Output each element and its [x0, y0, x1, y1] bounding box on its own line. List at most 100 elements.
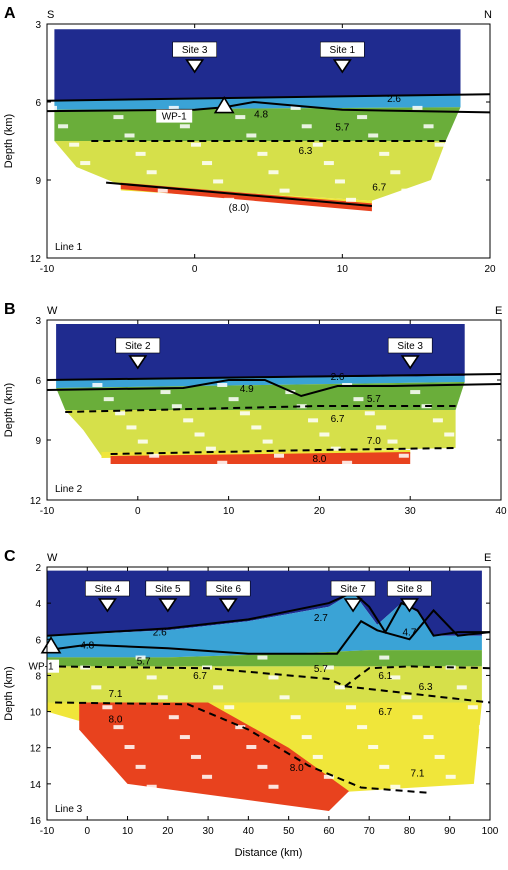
- coverage-gap: [146, 784, 157, 789]
- coverage-gap: [323, 665, 334, 670]
- coverage-gap: [126, 425, 137, 430]
- y-tick-label: 10: [30, 708, 42, 719]
- coverage-gap: [202, 774, 213, 779]
- coverage-gap: [423, 225, 434, 230]
- coverage-gap: [357, 216, 368, 221]
- site-marker-icon: [128, 355, 148, 370]
- coverage-gap: [135, 655, 146, 660]
- coverage-gap: [268, 675, 279, 680]
- coverage-gap: [478, 216, 489, 221]
- y-tick-label: 8: [35, 671, 41, 682]
- site-marker-icon: [158, 598, 178, 613]
- y-tick-label: 6: [35, 635, 41, 646]
- velocity-model: [47, 324, 501, 479]
- coverage-gap: [80, 161, 91, 166]
- coverage-gap: [92, 460, 103, 465]
- velocity-label: 6.1: [378, 671, 392, 682]
- coverage-gap: [168, 207, 179, 212]
- y-tick-label: 12: [30, 254, 42, 265]
- site-marker-icon: [400, 355, 420, 370]
- coverage-gap: [285, 467, 296, 472]
- coverage-gap: [301, 225, 312, 230]
- coverage-gap: [390, 675, 401, 680]
- coverage-gap: [432, 418, 443, 423]
- line-label: Line 2: [55, 484, 83, 495]
- velocity-label: (8.0): [229, 203, 250, 214]
- coverage-gap: [478, 725, 489, 730]
- coverage-gap: [412, 105, 423, 110]
- coverage-gap: [171, 404, 182, 409]
- x-tick-label: 40: [495, 506, 507, 517]
- site-marker-icon: [218, 598, 238, 613]
- coverage-gap: [376, 425, 387, 430]
- y-tick-label: 12: [30, 496, 42, 507]
- velocity-label: 2.6: [387, 94, 401, 105]
- layer-boundary: [47, 373, 501, 381]
- site-marker-icon: [185, 59, 205, 74]
- wp-label-box: [23, 659, 60, 673]
- coverage-gap: [412, 715, 423, 720]
- site-marker-icon: [332, 59, 352, 74]
- velocity-model: [47, 29, 490, 230]
- coverage-gap: [401, 695, 412, 700]
- coverage-gap: [228, 474, 239, 479]
- coverage-gap: [251, 425, 262, 430]
- coverage-gap: [213, 685, 224, 690]
- coverage-gap: [368, 133, 379, 138]
- x-tick-label: 20: [314, 506, 326, 517]
- coverage-gap: [301, 124, 312, 129]
- velocity-label: 2.7: [314, 613, 328, 624]
- wp-label: WP-1: [29, 662, 54, 673]
- layer-boundary: [55, 701, 430, 794]
- x-tick-label: 30: [405, 506, 417, 517]
- coverage-gap: [47, 207, 57, 212]
- coverage-gap: [213, 179, 224, 184]
- y-axis-label: Depth (km): [3, 666, 15, 720]
- line-label: Line 3: [55, 804, 83, 815]
- middle-layer: [65, 410, 456, 456]
- y-tick-label: 9: [35, 176, 41, 187]
- middle-layer: [54, 141, 446, 201]
- coverage-gap: [115, 411, 126, 416]
- coverage-gap: [160, 467, 171, 472]
- velocity-label: 6.3: [419, 682, 433, 693]
- coverage-gap: [103, 474, 114, 479]
- layer-boundary: [47, 379, 501, 398]
- y-tick-label: 3: [35, 20, 41, 31]
- water-layer: [54, 29, 461, 101]
- site-label: Site 5: [155, 584, 181, 595]
- coverage-gap: [290, 715, 301, 720]
- coverage-gap: [168, 715, 179, 720]
- velocity-label: 4.9: [240, 384, 254, 395]
- coverage-gap: [268, 170, 279, 175]
- coverage-gap: [330, 446, 341, 451]
- coverage-gap: [410, 390, 421, 395]
- coverage-gap: [466, 460, 477, 465]
- x-tick-label: 20: [162, 826, 174, 837]
- coverage-gap: [398, 453, 409, 458]
- coverage-gap: [92, 383, 103, 387]
- coverage-gap: [194, 432, 205, 437]
- coverage-gap: [387, 439, 398, 444]
- panel-letter: A: [4, 5, 16, 22]
- coverage-gap: [91, 685, 102, 690]
- site-label-box: [387, 337, 433, 354]
- coverage-gap: [279, 695, 290, 700]
- coverage-gap: [410, 467, 421, 472]
- coverage-gap: [279, 188, 290, 193]
- x-axis-label: Distance (km): [235, 847, 303, 859]
- layer-boundary: [344, 685, 490, 704]
- x-tick-label: 0: [135, 506, 141, 517]
- site-label-box: [320, 41, 365, 58]
- y-tick-label: 4: [35, 599, 41, 610]
- coverage-gap: [190, 142, 201, 147]
- plot-frame: [46, 23, 491, 259]
- panel-letter: C: [4, 548, 16, 565]
- coverage-gap: [334, 685, 345, 690]
- x-tick-label: 10: [223, 506, 235, 517]
- coverage-gap: [179, 225, 190, 230]
- site-label: Site 1: [330, 45, 356, 56]
- coverage-gap: [146, 170, 157, 175]
- coverage-gap: [202, 161, 213, 166]
